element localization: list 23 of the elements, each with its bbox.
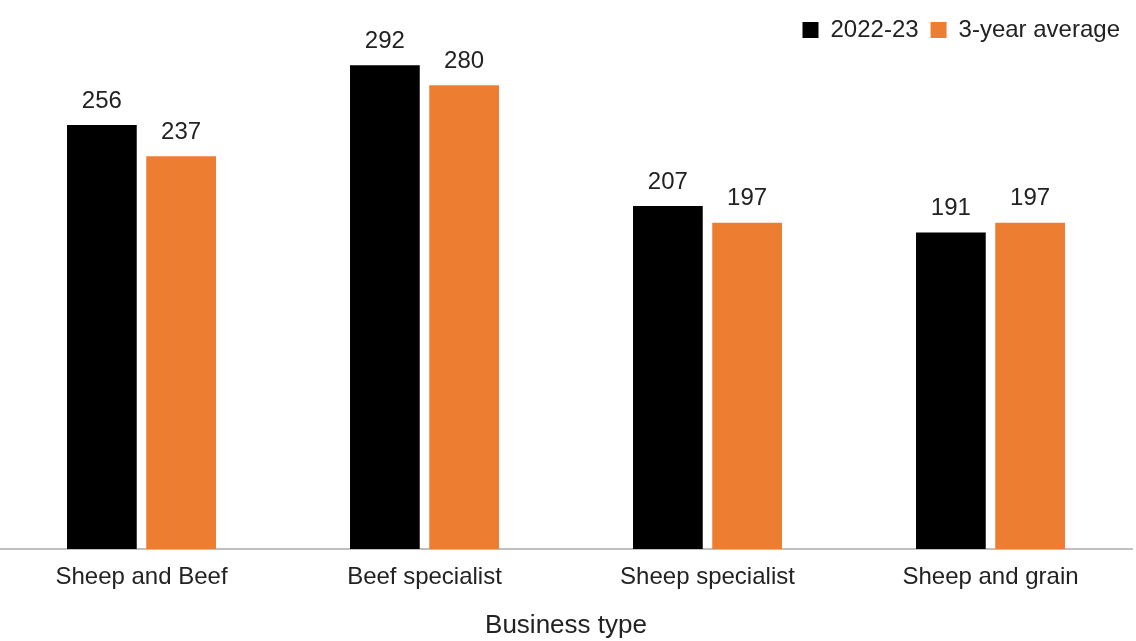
x-tick-label: Sheep and Beef xyxy=(55,562,228,590)
legend-label: 3-year average xyxy=(958,14,1121,42)
data-label: 197 xyxy=(1010,183,1051,211)
bar xyxy=(633,206,703,549)
data-label: 207 xyxy=(647,166,688,194)
legend-label: 2022-23 xyxy=(830,14,919,42)
data-label: 191 xyxy=(930,193,971,221)
x-tick-label: Beef specialist xyxy=(347,562,503,590)
x-tick-label: Sheep specialist xyxy=(620,562,796,590)
bar xyxy=(712,222,782,549)
bar xyxy=(350,65,420,549)
data-label: 280 xyxy=(444,45,485,73)
x-axis-title: Business type xyxy=(485,608,647,639)
bar xyxy=(995,222,1065,549)
data-label: 237 xyxy=(161,116,202,144)
bar xyxy=(67,124,137,549)
bar xyxy=(146,156,216,549)
data-label: 197 xyxy=(727,183,768,211)
bar xyxy=(916,232,986,549)
x-tick-label: Sheep and grain xyxy=(902,562,1079,590)
data-label: 292 xyxy=(364,25,405,53)
bar xyxy=(429,85,499,549)
data-label: 256 xyxy=(81,85,122,113)
